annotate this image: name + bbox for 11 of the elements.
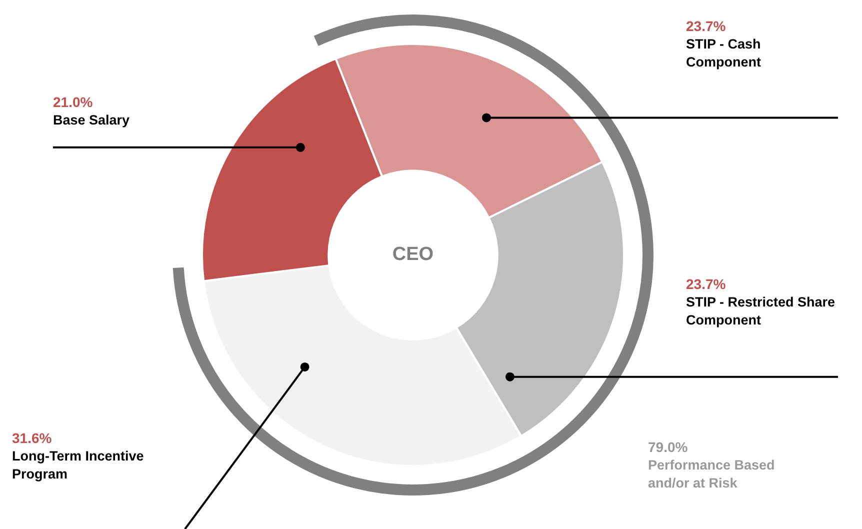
text: 79.0% <box>648 438 688 455</box>
slice-label: Long-Term Incentive Program <box>12 448 144 482</box>
data-label: 23.7% <box>686 18 726 34</box>
data-label: 23.7% <box>686 276 726 292</box>
text: CEO <box>392 244 434 266</box>
data-label: 21.0% <box>53 94 94 110</box>
text: Performance Based and/or at Risk <box>648 457 775 490</box>
data-label: 31.6% <box>12 430 52 446</box>
slice-label: STIP - Cash Component <box>686 36 762 70</box>
slice-label: Base Salary <box>53 112 130 128</box>
slice-label: STIP - Restricted Share Component <box>686 294 836 328</box>
